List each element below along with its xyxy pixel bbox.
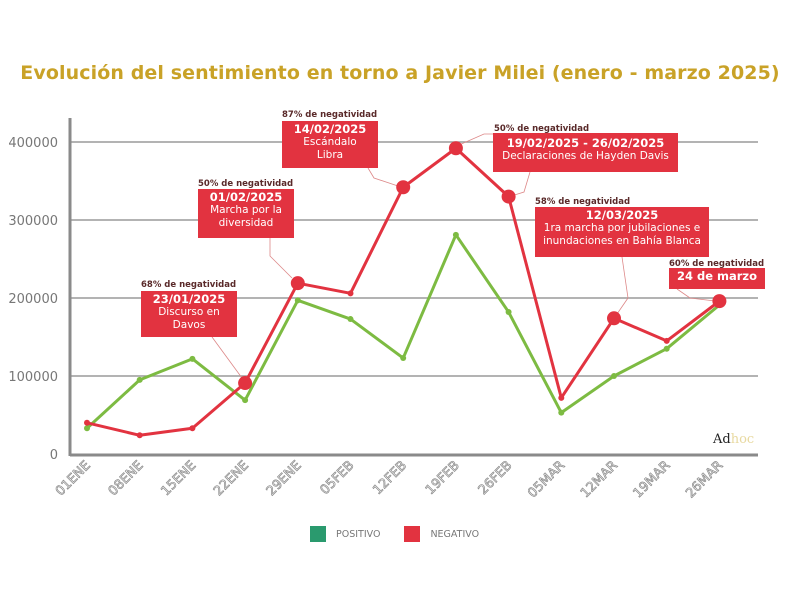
annotation-pct: 87% de negatividad: [282, 110, 378, 120]
annotation-date: 12/03/2025: [585, 208, 659, 222]
data-point-negativo: [238, 376, 253, 391]
legend-swatch: [404, 526, 421, 542]
x-tick-label: 12MAR: [578, 458, 621, 501]
annotation-text: Declaraciones de Hayden Davis: [502, 150, 669, 162]
x-tick-label: 05MAR: [525, 458, 568, 501]
data-point-positivo: [347, 316, 354, 323]
data-point-positivo: [189, 355, 196, 362]
y-tick-label: 200000: [8, 292, 58, 307]
data-point-negativo: [347, 290, 354, 297]
annotation-text: Davos: [172, 319, 206, 331]
data-point-negativo: [607, 311, 621, 326]
annotation-box: 24 de marzo: [669, 268, 765, 289]
x-tick-label: 12FEB: [370, 458, 410, 498]
legend-label: NEGATIVO: [430, 528, 480, 540]
annotation-date: 19/02/2025 - 26/02/2025: [506, 136, 665, 150]
annotation-pct: 60% de negatividad: [669, 259, 765, 269]
annotation-leader-line: [269, 238, 293, 279]
annotation-text: Libra: [316, 149, 344, 161]
x-tick-label: 26FEB: [476, 458, 516, 498]
legend-item-positivo[interactable]: POSITIVO: [310, 526, 380, 542]
data-point-negativo: [712, 294, 727, 309]
data-point-negativo: [663, 337, 670, 344]
data-point-negativo: [290, 276, 305, 291]
annotation-text: Marcha por la: [210, 204, 282, 216]
annotation-text: 1ra marcha por jubilaciones e: [543, 222, 701, 234]
annotation-leader-line: [211, 336, 243, 379]
data-point-negativo: [189, 425, 196, 432]
data-point-negativo: [84, 419, 90, 426]
x-tick-label: 05FEB: [318, 458, 358, 498]
annotation-date: 24 de marzo: [676, 269, 758, 283]
x-tick-label: 19MAR: [631, 458, 674, 501]
data-point-negativo: [136, 432, 143, 439]
data-point-positivo: [400, 355, 407, 362]
annotation-date: 01/02/2025: [209, 190, 283, 204]
data-point-negativo: [501, 189, 516, 204]
annotation-box: 23/01/2025 Discurso en Davos: [141, 291, 237, 337]
x-tick-label: 19FEB: [423, 458, 463, 498]
annotation-leader-line: [676, 288, 716, 302]
x-tick-label: 26MAR: [683, 458, 726, 501]
annotation-box: 12/03/2025 1ra marcha por jubilaciones e…: [535, 207, 709, 257]
data-point-positivo: [663, 345, 670, 352]
annotation-box: 19/02/2025 - 26/02/2025 Declaraciones de…: [493, 133, 678, 172]
data-point-positivo: [505, 309, 512, 316]
data-point-positivo: [558, 409, 565, 416]
x-tick-label: 22ENE: [211, 458, 252, 499]
annotation-date: 23/01/2025: [152, 292, 226, 306]
legend-label: POSITIVO: [336, 528, 381, 540]
adhoc-logo: Adhoc: [713, 432, 755, 447]
data-point-negativo: [558, 394, 565, 401]
legend-swatch: [310, 526, 326, 542]
data-point-positivo: [242, 397, 249, 404]
data-point-positivo: [294, 297, 301, 304]
annotation-box: 14/02/2025 Escándalo Libra: [282, 121, 378, 168]
data-point-negativo: [448, 141, 463, 156]
x-tick-label: 15ENE: [158, 458, 199, 499]
chart-title: Evolución del sentimiento en torno a Jav…: [20, 62, 780, 84]
annotation-pct: 58% de negatividad: [535, 197, 631, 207]
annotation-leader-line: [616, 256, 629, 315]
y-tick-label: 300000: [8, 214, 58, 229]
annotation-text: diversidad: [218, 217, 274, 229]
data-point-positivo: [452, 231, 459, 238]
data-point-negativo: [396, 180, 411, 195]
x-tick-label: 01ENE: [53, 458, 94, 499]
y-tick-label: 100000: [8, 370, 58, 385]
annotation-date: 14/02/2025: [293, 122, 367, 136]
annotation-leader-line: [458, 133, 493, 146]
data-point-positivo: [611, 373, 617, 379]
data-point-positivo: [84, 425, 90, 432]
data-point-positivo: [136, 376, 143, 383]
annotation-pct: 68% de negatividad: [141, 280, 237, 290]
x-tick-label: 08ENE: [106, 458, 147, 499]
annotation-pct: 50% de negatividad: [198, 179, 294, 189]
annotation-text: Discurso en: [158, 306, 220, 318]
annotation-pct: 50% de negatividad: [494, 124, 590, 134]
annotation-box: 01/02/2025 Marcha por la diversidad: [198, 189, 294, 238]
y-tick-label: 400000: [8, 136, 58, 151]
legend-item-negativo[interactable]: NEGATIVO: [404, 526, 479, 542]
annotation-text: inundaciones en Bahía Blanca: [543, 235, 701, 247]
y-tick-label: 0: [50, 448, 58, 463]
annotation-text: Escándalo: [303, 136, 357, 148]
legend: POSITIVO NEGATIVO: [310, 526, 503, 542]
x-tick-label: 29ENE: [264, 458, 305, 499]
annotation-leader-line: [367, 167, 399, 187]
